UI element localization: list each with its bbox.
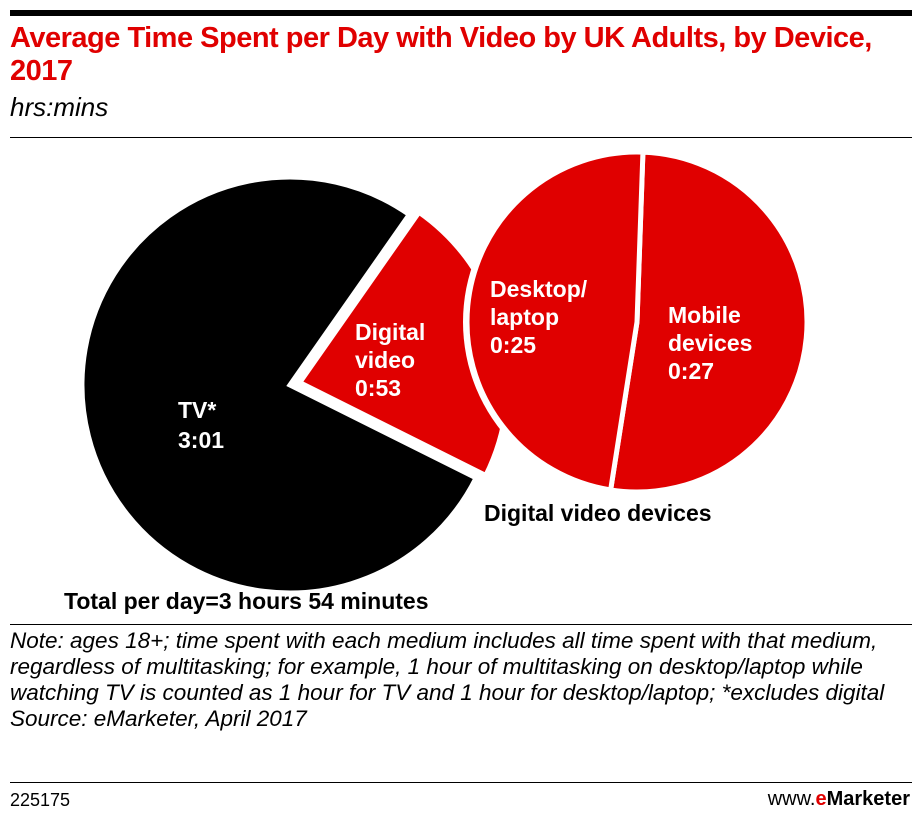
desktop-laptop-slice xyxy=(464,149,646,493)
mobile-value: 0:27 xyxy=(668,358,714,384)
divider xyxy=(10,137,912,138)
total-label: Total per day=3 hours 54 minutes xyxy=(64,588,429,614)
source-text: Source: eMarketer, April 2017 xyxy=(10,706,307,731)
divider xyxy=(10,782,912,783)
note: Note: ages 18+; time spent with each med… xyxy=(10,628,915,732)
chart-id: 225175 xyxy=(10,790,71,810)
tv-slice xyxy=(79,174,480,596)
top-border xyxy=(10,10,912,16)
svg-text:TV*3:01: TV* 3:01 xyxy=(178,397,224,453)
chart-subtitle: hrs:mins xyxy=(10,92,109,122)
mobile-label-2: devices xyxy=(668,330,752,356)
mobile-label-1: Mobile xyxy=(668,302,741,328)
desktop-label-2: laptop xyxy=(490,304,559,330)
divider xyxy=(10,624,912,625)
brand-url[interactable]: www.eMarketer xyxy=(767,788,910,810)
digital-label-2: video xyxy=(355,347,415,373)
chart-title: Average Time Spent per Day with Video by… xyxy=(10,22,872,87)
breakout-caption: Digital video devices xyxy=(484,500,712,526)
digital-label-1: Digital xyxy=(355,319,425,345)
desktop-value: 0:25 xyxy=(490,332,536,358)
note-text: Note: ages 18+; time spent with each med… xyxy=(10,628,885,705)
desktop-label-1: Desktop/ xyxy=(490,276,588,302)
tv-value: 3:01 xyxy=(178,427,224,453)
tv-label: TV* xyxy=(178,397,216,423)
mobile-slice xyxy=(607,149,810,495)
digital-value: 0:53 xyxy=(355,375,401,401)
